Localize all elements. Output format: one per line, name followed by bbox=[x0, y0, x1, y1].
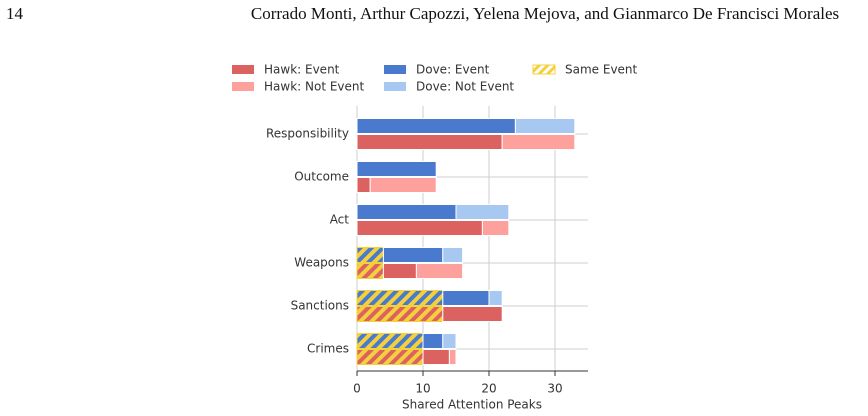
bar-segment bbox=[356, 263, 384, 279]
legend-label: Dove: Event bbox=[416, 63, 490, 77]
bar-segment bbox=[356, 204, 457, 220]
bar-segment bbox=[442, 290, 490, 306]
legend-label: Dove: Not Event bbox=[416, 80, 514, 94]
bar-segment bbox=[356, 247, 384, 263]
legend-swatch bbox=[384, 65, 406, 74]
bar-segment bbox=[442, 306, 503, 322]
legend-swatch bbox=[232, 65, 254, 74]
bar-segment bbox=[488, 290, 503, 306]
bar-segment bbox=[356, 118, 516, 134]
bar-segment bbox=[356, 306, 444, 322]
bar-segment bbox=[356, 349, 424, 365]
bar-segment bbox=[382, 263, 417, 279]
bar-segment bbox=[481, 220, 510, 236]
bar-segment bbox=[455, 204, 510, 220]
bar-segment bbox=[514, 118, 576, 134]
y-tick-label: Responsibility bbox=[266, 127, 349, 141]
x-tick-label: 30 bbox=[547, 382, 562, 396]
bar-segment bbox=[369, 177, 437, 193]
bar-segment bbox=[356, 333, 424, 349]
x-axis-label: Shared Attention Peaks bbox=[402, 398, 542, 412]
bar-segment bbox=[422, 333, 444, 349]
bar-segment bbox=[442, 247, 464, 263]
y-tick-label: Outcome bbox=[294, 170, 349, 184]
x-tick-label: 10 bbox=[415, 382, 430, 396]
page-number: 14 bbox=[6, 4, 24, 23]
bar-segment bbox=[356, 177, 371, 193]
y-tick-label: Weapons bbox=[294, 256, 349, 270]
legend-swatch bbox=[532, 64, 556, 75]
legend-label: Same Event bbox=[565, 63, 638, 77]
running-header: Corrado Monti, Arthur Capozzi, Yelena Me… bbox=[251, 4, 839, 23]
y-tick-label: Act bbox=[330, 213, 350, 227]
bar-segment bbox=[422, 349, 450, 365]
x-tick-label: 0 bbox=[353, 382, 361, 396]
bar-segment bbox=[442, 333, 457, 349]
legend-swatch bbox=[384, 82, 406, 91]
bar-segment bbox=[356, 134, 503, 150]
bar-segment bbox=[356, 220, 483, 236]
bar-segment bbox=[415, 263, 464, 279]
x-tick-label: 20 bbox=[481, 382, 496, 396]
y-tick-label: Crimes bbox=[307, 342, 349, 356]
bar-segment bbox=[382, 247, 444, 263]
legend-swatch bbox=[232, 82, 254, 91]
bar-segment bbox=[448, 349, 457, 365]
bar-segment bbox=[501, 134, 576, 150]
legend-label: Hawk: Event bbox=[264, 63, 340, 77]
bar-segment bbox=[356, 290, 444, 306]
legend-label: Hawk: Not Event bbox=[264, 80, 365, 94]
bar-segment bbox=[356, 161, 437, 177]
y-tick-label: Sanctions bbox=[291, 299, 349, 313]
